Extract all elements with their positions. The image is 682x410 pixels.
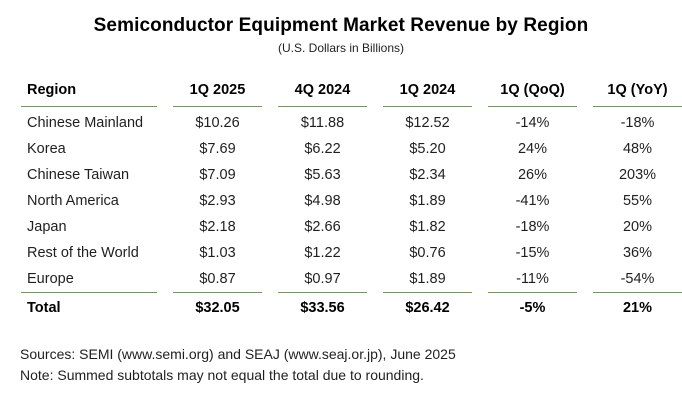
header-1q-qoq: 1Q (QoQ) [488,81,577,107]
value-cell: -18% [620,115,655,131]
header-1q-2025: 1Q 2025 [173,81,262,107]
value-cell: $2.34 [409,167,446,183]
value-cell: $11.88 [300,115,345,131]
total-value-cell: 21% [593,292,682,322]
value-cell: $1.82 [409,219,446,235]
value-cell: $1.22 [304,245,341,261]
page-title: Semiconductor Equipment Market Revenue b… [93,15,589,36]
page-subtitle: (U.S. Dollars in Billions) [277,41,405,55]
total-label-cell: Total [21,292,157,322]
value-cell: 26% [517,167,548,183]
value-cell: -15% [515,245,550,261]
sources-note: Sources: SEMI (www.semi.org) and SEAJ (w… [20,346,456,362]
value-cell: $4.98 [304,193,341,209]
value-cell: $2.93 [199,193,236,209]
value-cell: $6.22 [304,141,341,157]
value-cell: -14% [515,115,550,131]
total-value-cell: -5% [488,292,577,322]
value-cell: $1.89 [409,271,446,287]
region-cell: Europe [27,271,74,287]
value-cell: $5.63 [304,167,341,183]
revenue-table: Region 1Q 2025 4Q 2024 1Q 2024 1Q (QoQ) … [21,81,682,322]
value-cell: $1.89 [409,193,446,209]
value-cell: $2.18 [199,219,236,235]
value-cell: $5.20 [409,141,446,157]
value-cell: $0.97 [304,271,341,287]
value-cell: $0.76 [409,245,446,261]
rounding-note: Note: Summed subtotals may not equal the… [20,367,424,383]
value-cell: 48% [622,141,653,157]
header-1q-2024: 1Q 2024 [383,81,472,107]
value-cell: -54% [620,271,655,287]
value-cell: 36% [622,245,653,261]
region-cell: Chinese Taiwan [27,167,130,183]
value-cell: $7.69 [199,141,236,157]
region-cell: North America [27,193,119,209]
footer-notes: Sources: SEMI (www.semi.org) and SEAJ (w… [20,344,682,386]
total-value-cell: $26.42 [383,292,472,322]
header-region: Region [21,81,157,107]
value-cell: -18% [515,219,550,235]
value-cell: 203% [618,167,657,183]
value-cell: $7.09 [199,167,236,183]
region-cell: Rest of the World [27,245,139,261]
region-cell: Korea [27,141,66,157]
value-cell: -11% [516,271,549,287]
value-cell: 20% [622,219,653,235]
value-cell: 55% [622,193,653,209]
header-1q-yoy: 1Q (YoY) [593,81,682,107]
value-cell: $1.03 [199,245,236,261]
total-value-cell: $32.05 [173,292,262,322]
header-4q-2024: 4Q 2024 [278,81,367,107]
region-cell: Japan [27,219,67,235]
value-cell: $0.87 [199,271,236,287]
value-cell: $10.26 [195,115,240,131]
region-cell: Chinese Mainland [27,115,144,131]
value-cell: $2.66 [304,219,341,235]
total-value-cell: $33.56 [278,292,367,322]
value-cell: $12.52 [405,115,450,131]
value-cell: 24% [517,141,548,157]
report-figure: Semiconductor Equipment Market Revenue b… [20,15,682,386]
value-cell: -41% [515,193,550,209]
